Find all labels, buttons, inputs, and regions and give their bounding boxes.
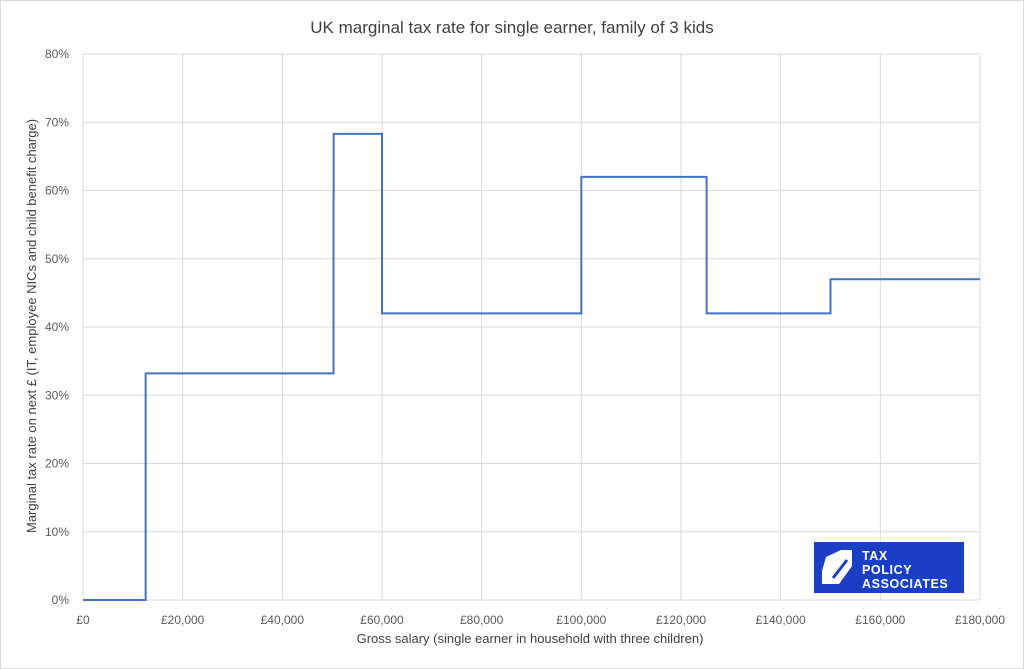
y-tick-label: 80% — [45, 47, 69, 61]
x-tick-label: £140,000 — [756, 613, 806, 627]
x-tick-label: £160,000 — [855, 613, 905, 627]
gridlines — [82, 53, 981, 601]
y-tick-label: 10% — [45, 525, 69, 539]
y-tick-label: 20% — [45, 457, 69, 471]
y-tick-label: 40% — [45, 320, 69, 334]
y-tick-label: 30% — [45, 388, 69, 402]
logo-text-line-2: POLICY — [862, 563, 912, 577]
x-tick-label: £80,000 — [460, 613, 504, 627]
logo-text-line-3: ASSOCIATES — [862, 577, 948, 591]
series-line-0 — [83, 132, 980, 601]
x-tick-labels: £0 £20,000 £40,000 £60,000 £80,000 £100,000 £1… — [76, 613, 1005, 627]
y-tick-label: 70% — [45, 115, 69, 129]
tax-policy-associates-logo: TAX POLICY ASSOCIATES — [814, 542, 964, 593]
x-tick-label: £0 — [76, 613, 90, 627]
x-tick-label: £100,000 — [556, 613, 606, 627]
x-axis-title: Gross salary (single earner in household… — [357, 631, 704, 646]
logo-text-line-1: TAX — [862, 549, 888, 563]
y-axis-title: Marginal tax rate on next £ (IT, employe… — [24, 119, 39, 533]
y-tick-label: 60% — [45, 184, 69, 198]
x-tick-label: £180,000 — [955, 613, 1005, 627]
x-tick-label: £20,000 — [161, 613, 205, 627]
y-tick-label: 0% — [52, 593, 70, 607]
logo-mark-cut — [831, 559, 849, 579]
chart-title: UK marginal tax rate for single earner, … — [310, 18, 713, 37]
y-tick-labels: 0% 10% 20% 30% 40% 50% 60% 70% 80% — [45, 47, 69, 607]
x-tick-label: £120,000 — [656, 613, 706, 627]
x-tick-label: £60,000 — [360, 613, 404, 627]
x-tick-label: £40,000 — [261, 613, 305, 627]
logo-mark-icon — [822, 550, 852, 584]
y-tick-label: 50% — [45, 252, 69, 266]
series-layer — [83, 132, 980, 601]
